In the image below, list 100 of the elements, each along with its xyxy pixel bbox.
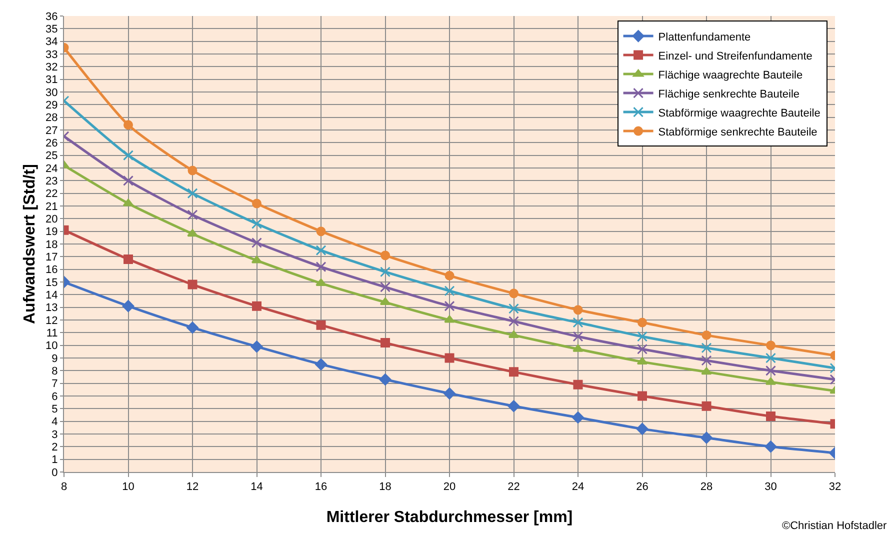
point <box>766 340 776 350</box>
point <box>316 226 326 236</box>
point <box>444 300 455 312</box>
point <box>444 388 456 400</box>
x-tick-label: 28 <box>700 481 713 494</box>
x-tick-label: 18 <box>379 481 392 494</box>
y-tick-label: 27 <box>46 124 58 137</box>
point <box>573 380 583 390</box>
legend-label: Stabförmige senkrechte Bauteile <box>658 126 818 138</box>
point <box>766 412 776 422</box>
point <box>572 317 584 328</box>
point <box>124 254 133 264</box>
point <box>444 270 454 280</box>
y-tick-label: 20 <box>46 214 58 226</box>
x-tick-label: 32 <box>828 481 842 494</box>
y-tick-label: 33 <box>46 48 58 61</box>
point <box>700 432 712 444</box>
y-tick-label: 12 <box>46 314 58 327</box>
x-tick-label: 26 <box>636 481 648 494</box>
x-tick-label: 10 <box>122 481 134 494</box>
y-tick-label: 4 <box>52 416 58 428</box>
y-tick-label: 2 <box>52 442 58 454</box>
point <box>123 175 134 186</box>
point <box>572 344 584 352</box>
y-tick-label: 21 <box>46 200 58 213</box>
y-tick-label: 13 <box>46 302 58 314</box>
y-tick-label: 15 <box>46 276 58 289</box>
y-tick-label: 23 <box>46 176 58 188</box>
y-tick-label: 31 <box>46 74 58 86</box>
x-tick-label: 22 <box>508 481 520 494</box>
x-tick-label: 24 <box>572 481 584 494</box>
point <box>252 218 262 229</box>
point <box>380 250 390 260</box>
y-tick-label: 34 <box>46 36 58 48</box>
point <box>186 322 198 334</box>
point <box>188 166 198 176</box>
y-tick-label: 25 <box>46 150 58 162</box>
point <box>636 422 648 435</box>
legend-label: Plattenfundamente <box>658 31 751 44</box>
point <box>315 358 327 370</box>
y-tick-label: 10 <box>46 340 58 352</box>
point <box>444 286 455 296</box>
point <box>701 342 712 354</box>
point <box>637 344 648 354</box>
point <box>701 355 712 366</box>
point <box>637 331 648 342</box>
x-tick-label: 8 <box>60 481 68 494</box>
x-tick-label: 12 <box>186 481 199 494</box>
point <box>252 301 262 311</box>
y-tick-label: 36 <box>46 10 58 23</box>
point <box>701 367 712 375</box>
point <box>766 365 776 376</box>
legend-label: Flächige senkrechte Bauteile <box>658 88 800 100</box>
point <box>124 120 133 130</box>
y-tick-label: 14 <box>46 290 58 302</box>
point <box>252 198 262 208</box>
y-tick-label: 35 <box>46 24 58 36</box>
y-tick-label: 28 <box>46 112 58 124</box>
y-tick-label: 3 <box>52 428 58 441</box>
y-tick-label: 7 <box>52 378 58 390</box>
point <box>187 188 198 199</box>
y-tick-label: 22 <box>46 188 58 200</box>
y-tick-label: 26 <box>46 138 58 150</box>
point <box>444 315 455 323</box>
point <box>508 303 519 314</box>
point <box>638 391 647 401</box>
y-tick-label: 18 <box>46 238 58 251</box>
text: ©Christian Hofstadler <box>782 520 888 532</box>
point <box>316 262 326 272</box>
y-tick-label: 30 <box>46 86 58 99</box>
point <box>702 330 712 340</box>
point <box>508 400 520 412</box>
point <box>250 340 263 353</box>
y-tick-label: 16 <box>46 264 58 276</box>
point <box>316 320 326 330</box>
point <box>508 316 519 327</box>
y-tick-label: 11 <box>46 328 58 340</box>
point <box>444 353 454 363</box>
point <box>509 288 518 298</box>
x-axis-title: Mittlerer Stabdurchmesser [mm] <box>326 508 573 526</box>
legend-label: Stabförmige waagrechte Bauteile <box>658 107 820 120</box>
point <box>572 412 584 424</box>
point <box>123 150 134 161</box>
point <box>252 237 262 248</box>
point <box>638 318 647 328</box>
point <box>122 300 134 312</box>
point <box>572 331 584 342</box>
x-tick-label: 20 <box>443 481 456 494</box>
legend-label: Einzel- und Streifenfundamente <box>658 50 812 62</box>
point <box>573 305 583 315</box>
point <box>380 282 390 292</box>
y-tick-label: 9 <box>52 352 58 365</box>
y-tick-label: 19 <box>46 226 58 238</box>
y-tick-label: 24 <box>46 162 58 175</box>
point <box>379 374 392 386</box>
y-tick-label: 17 <box>46 252 58 264</box>
y-tick-label: 29 <box>46 100 58 112</box>
y-tick-label: 1 <box>52 454 58 466</box>
y-tick-label: 0 <box>52 466 58 479</box>
y-tick-label: 6 <box>52 390 58 403</box>
